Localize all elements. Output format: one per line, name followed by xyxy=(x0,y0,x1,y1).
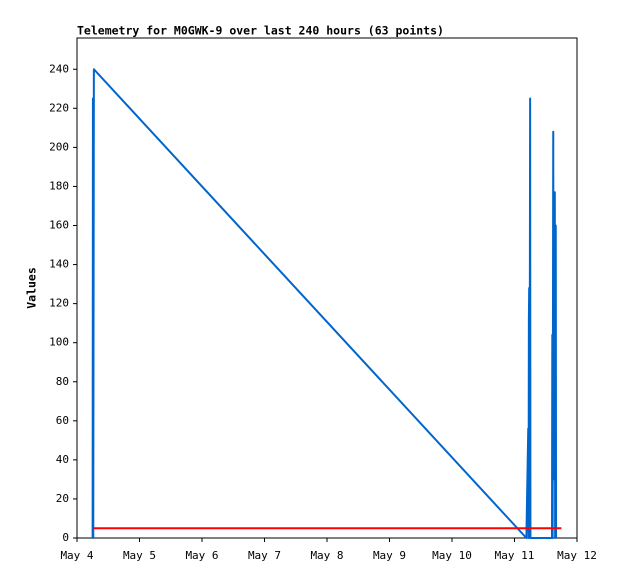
x-tick-label: May 9 xyxy=(373,549,406,562)
y-tick-label: 80 xyxy=(56,375,69,388)
y-tick-label: 140 xyxy=(49,258,69,271)
x-tick-label: May 7 xyxy=(248,549,281,562)
chart-title: Telemetry for M0GWK-9 over last 240 hour… xyxy=(77,24,444,38)
y-tick-label: 100 xyxy=(49,336,69,349)
x-tick-label: May 10 xyxy=(432,549,472,562)
x-tick-label: May 4 xyxy=(60,549,93,562)
x-tick-label: May 11 xyxy=(495,549,535,562)
x-tick-label: May 8 xyxy=(310,549,343,562)
y-tick-label: 200 xyxy=(49,140,69,153)
y-tick-label: 40 xyxy=(56,453,69,466)
y-tick-label: 0 xyxy=(62,531,69,544)
plot-frame xyxy=(76,37,578,539)
y-tick-label: 220 xyxy=(49,101,69,114)
x-tick-label: May 12 xyxy=(557,549,597,562)
y-axis-label: Values xyxy=(25,267,39,309)
y-tick-label: 160 xyxy=(49,219,69,232)
series-line xyxy=(91,68,558,539)
y-tick-label: 20 xyxy=(56,492,69,505)
y-tick-label: 180 xyxy=(49,179,69,192)
y-tick-label: 240 xyxy=(49,62,69,75)
y-tick-label: 60 xyxy=(56,414,69,427)
y-tick-label: 120 xyxy=(49,297,69,310)
x-tick-label: May 5 xyxy=(123,549,156,562)
x-tick-label: May 6 xyxy=(185,549,218,562)
